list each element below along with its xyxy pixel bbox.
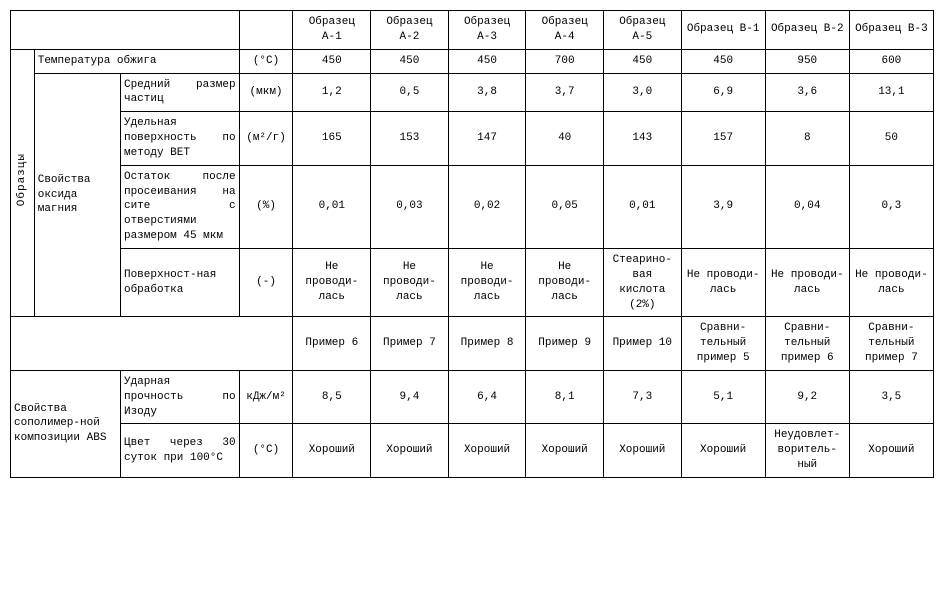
abs-row-0-val-6: 9,2 (765, 370, 849, 424)
header-sample-4: Образец А-5 (603, 11, 681, 50)
abs-row-0-val-3: 8,1 (526, 370, 604, 424)
oxide-row-2-val-5: 3,9 (681, 165, 765, 248)
oxide-row-3-val-4: Стеарино-вая кислота (2%) (603, 248, 681, 316)
oxide-row-0-val-3: 3,7 (526, 73, 604, 112)
abs-row-1-val-2: Хороший (448, 424, 526, 478)
oxide-row-1-val-4: 143 (603, 112, 681, 166)
example-header-6: Сравни-тельный пример 6 (765, 317, 849, 371)
example-header-7: Сравни-тельный пример 7 (849, 317, 933, 371)
abs-row-0-val-2: 6,4 (448, 370, 526, 424)
oxide-row-0-val-6: 3,6 (765, 73, 849, 112)
oxide-row-2-val-6: 0,04 (765, 165, 849, 248)
row-temp-label: Температура обжига (34, 49, 239, 73)
oxide-row-3-val-3: Не проводи-лась (526, 248, 604, 316)
oxide-row-0-val-0: 1,2 (293, 73, 371, 112)
oxide-row-unit-1: (м²/г) (239, 112, 293, 166)
row-temp-val-1: 450 (371, 49, 449, 73)
oxide-row-1-val-3: 40 (526, 112, 604, 166)
vertical-label-cell: Образцы (11, 49, 35, 317)
abs-row-0-val-7: 3,5 (849, 370, 933, 424)
header-sample-3: Образец А-4 (526, 11, 604, 50)
oxide-row-0-val-2: 3,8 (448, 73, 526, 112)
oxide-row-2-val-0: 0,01 (293, 165, 371, 248)
vertical-label: Образцы (15, 153, 30, 206)
row-temp-val-7: 600 (849, 49, 933, 73)
oxide-row-label-1: Удельная поверхность по методу BET (120, 112, 239, 166)
abs-row-unit-1: (°С) (239, 424, 293, 478)
oxide-row-3-val-2: Не проводи-лась (448, 248, 526, 316)
oxide-row-1-val-0: 165 (293, 112, 371, 166)
row-temp-val-4: 450 (603, 49, 681, 73)
example-header-1: Пример 7 (371, 317, 449, 371)
abs-row-unit-0: кДж/м² (239, 370, 293, 424)
data-table: Образец А-1Образец А-2Образец А-3Образец… (10, 10, 934, 478)
abs-row-0-val-4: 7,3 (603, 370, 681, 424)
header-sample-5: Образец В-1 (681, 11, 765, 50)
abs-row-1-val-4: Хороший (603, 424, 681, 478)
row-temp-val-6: 950 (765, 49, 849, 73)
example-header-4: Пример 10 (603, 317, 681, 371)
oxide-row-3-val-7: Не проводи-лась (849, 248, 933, 316)
abs-row-0-val-1: 9,4 (371, 370, 449, 424)
row-temp-val-0: 450 (293, 49, 371, 73)
header-sample-6: Образец В-2 (765, 11, 849, 50)
header-sample-7: Образец В-3 (849, 11, 933, 50)
header-sample-2: Образец А-3 (448, 11, 526, 50)
oxide-row-1-val-6: 8 (765, 112, 849, 166)
abs-row-1-val-0: Хороший (293, 424, 371, 478)
oxide-row-2-val-2: 0,02 (448, 165, 526, 248)
example-header-3: Пример 9 (526, 317, 604, 371)
oxide-row-1-val-2: 147 (448, 112, 526, 166)
abs-row-label-0: Ударная прочность по Изоду (120, 370, 239, 424)
oxide-row-1-val-5: 157 (681, 112, 765, 166)
abs-row-0-val-0: 8,5 (293, 370, 371, 424)
row-temp-val-2: 450 (448, 49, 526, 73)
abs-row-1-val-1: Хороший (371, 424, 449, 478)
oxide-row-3-val-5: Не проводи-лась (681, 248, 765, 316)
oxide-row-3-val-0: Не проводи-лась (293, 248, 371, 316)
oxide-group-label: Свойства оксида магния (34, 73, 120, 317)
abs-row-0-val-5: 5,1 (681, 370, 765, 424)
row-temp-val-3: 700 (526, 49, 604, 73)
abs-row-1-val-7: Хороший (849, 424, 933, 478)
header-blank (11, 11, 240, 50)
header-unit-blank (239, 11, 293, 50)
header-sample-1: Образец А-2 (371, 11, 449, 50)
abs-row-1-val-3: Хороший (526, 424, 604, 478)
abs-row-label-1: Цвет через 30 суток при 100°С (120, 424, 239, 478)
oxide-row-0-val-7: 13,1 (849, 73, 933, 112)
example-header-2: Пример 8 (448, 317, 526, 371)
oxide-row-2-val-7: 0,3 (849, 165, 933, 248)
oxide-row-unit-2: (%) (239, 165, 293, 248)
oxide-row-1-val-7: 50 (849, 112, 933, 166)
oxide-row-label-3: Поверхност-ная обработка (120, 248, 239, 316)
abs-group-label: Свойства сополимер-ной композиции ABS (11, 370, 121, 477)
abs-row-1-val-5: Хороший (681, 424, 765, 478)
oxide-row-0-val-1: 0,5 (371, 73, 449, 112)
row-temp-val-5: 450 (681, 49, 765, 73)
oxide-row-2-val-3: 0,05 (526, 165, 604, 248)
row-temp-unit: (°С) (239, 49, 293, 73)
oxide-row-label-0: Средний размер частиц (120, 73, 239, 112)
oxide-row-unit-3: (-) (239, 248, 293, 316)
abs-row-1-val-6: Неудовлет-воритель-ный (765, 424, 849, 478)
example-header-0: Пример 6 (293, 317, 371, 371)
oxide-row-2-val-1: 0,03 (371, 165, 449, 248)
oxide-row-2-val-4: 0,01 (603, 165, 681, 248)
header-sample-0: Образец А-1 (293, 11, 371, 50)
oxide-row-0-val-5: 6,9 (681, 73, 765, 112)
oxide-row-unit-0: (мкм) (239, 73, 293, 112)
oxide-row-0-val-4: 3,0 (603, 73, 681, 112)
oxide-row-3-val-1: Не проводи-лась (371, 248, 449, 316)
example-header-5: Сравни-тельный пример 5 (681, 317, 765, 371)
oxide-row-3-val-6: Не проводи-лась (765, 248, 849, 316)
oxide-row-1-val-1: 153 (371, 112, 449, 166)
example-blank (11, 317, 293, 371)
oxide-row-label-2: Остаток после просеивания на сите с отве… (120, 165, 239, 248)
